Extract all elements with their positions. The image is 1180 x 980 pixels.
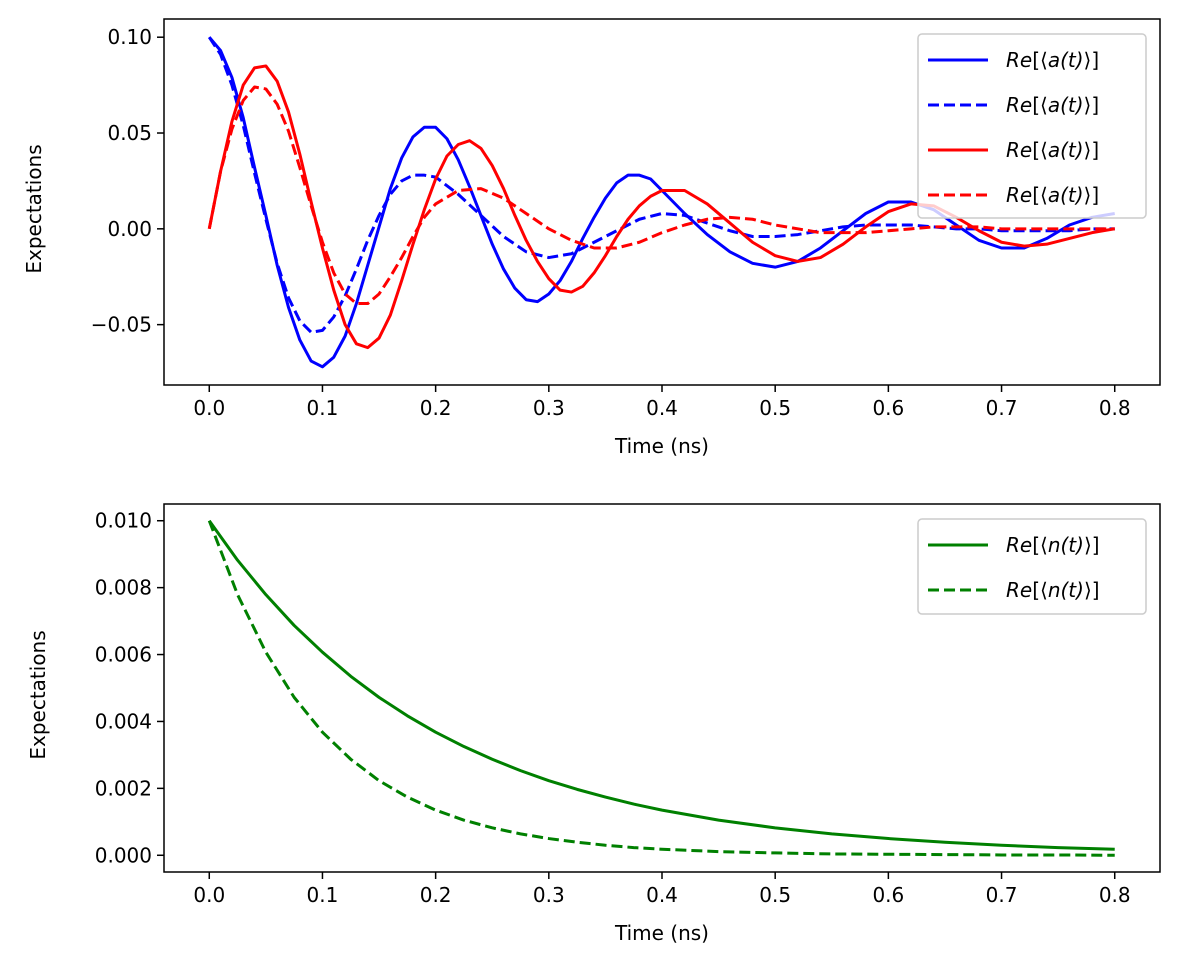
x-tick-label: 0.1 [307, 396, 339, 420]
legend-box [917, 33, 1147, 219]
x-axis-label: Time (ns) [614, 434, 709, 458]
series-line-4 [207, 85, 1115, 306]
y-tick-label: 0.05 [107, 121, 152, 145]
x-tick-label: 0.3 [533, 396, 565, 420]
legend: Re[⟨a(t)⟩] Re[⟨a(t)⟩] Re[⟨a(t)⟩] Re[⟨a(t)⟩] [917, 33, 1147, 219]
x-tick-label: 0.2 [420, 883, 452, 907]
x-tick-label: 0.3 [533, 883, 565, 907]
x-tick-label: 0.8 [1099, 396, 1131, 420]
x-tick-label: 0.1 [307, 883, 339, 907]
legend-box [917, 518, 1147, 615]
y-axis-label: Expectations [22, 144, 46, 273]
y-tick-label: 0.00 [107, 217, 152, 241]
series-line-3 [207, 64, 1115, 350]
x-tick-label: 0.5 [759, 396, 791, 420]
x-tick-label: 0.8 [1099, 883, 1131, 907]
y-tick-label: 0.004 [95, 709, 152, 733]
chart-panel-1: 0.0 0.1 0.2 0.3 0.4 0.5 0.6 0.7 0.8 0.10 0.05 0.00 −… [22, 18, 1161, 458]
x-tick-label: 0.2 [420, 396, 452, 420]
x-tick-label: 0.6 [872, 396, 904, 420]
x-tick-label: 0.0 [193, 883, 225, 907]
series-line-2 [207, 520, 1115, 857]
x-tick-label: 0.7 [986, 396, 1018, 420]
x-tick-label: 0.7 [986, 883, 1018, 907]
y-axis-label: Expectations [26, 630, 50, 759]
x-tick-label: 0.4 [646, 396, 678, 420]
x-tick-label: 0.5 [759, 883, 791, 907]
legend-label: Re[⟨n(t)⟩] [1006, 578, 1100, 602]
series-line-1 [208, 519, 1115, 851]
x-tick-label: 0.0 [193, 396, 225, 420]
y-tick-label: 0.10 [107, 25, 152, 49]
chart-panel-2: 0.0 0.1 0.2 0.3 0.4 0.5 0.6 0.7 0.8 0.010 0.008 0.0… [26, 503, 1161, 945]
legend-label: Re[⟨a(t)⟩] [1006, 93, 1099, 117]
legend-label: Re[⟨n(t)⟩] [1006, 533, 1100, 557]
series-line-1 [208, 36, 1115, 369]
legend-label: Re[⟨a(t)⟩] [1006, 138, 1099, 162]
x-tick-label: 0.6 [872, 883, 904, 907]
x-tick-label: 0.4 [646, 883, 678, 907]
y-tick-label: 0.002 [95, 776, 152, 800]
y-tick-label: −0.05 [91, 313, 152, 337]
y-tick-label: 0.010 [95, 509, 152, 533]
legend: Re[⟨n(t)⟩] Re[⟨n(t)⟩] [917, 518, 1147, 615]
y-tick-label: 0.008 [95, 576, 152, 600]
legend-label: Re[⟨a(t)⟩] [1006, 183, 1099, 207]
x-axis-label: Time (ns) [614, 921, 709, 945]
y-tick-label: 0.006 [95, 643, 152, 667]
y-tick-label: 0.000 [95, 843, 152, 867]
legend-label: Re[⟨a(t)⟩] [1006, 48, 1099, 72]
